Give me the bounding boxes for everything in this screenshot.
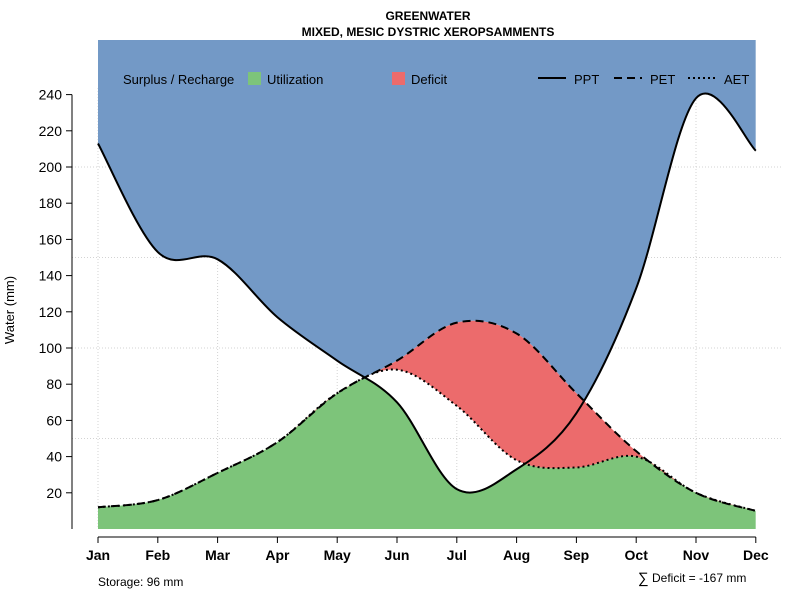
y-tick-label: 60 [46, 412, 62, 428]
legend-label-surplus: Surplus / Recharge [123, 72, 234, 87]
y-tick-label: 140 [39, 268, 63, 284]
x-tick-label-may: May [324, 547, 351, 563]
surplus-area [98, 40, 756, 493]
legend-label-aet: AET [724, 72, 749, 87]
x-tick-label-apr: Apr [265, 547, 290, 563]
y-tick-label: 80 [46, 376, 62, 392]
chart-title: GREENWATER [385, 9, 470, 23]
ppt-line [97, 92, 757, 494]
legend-swatch-deficit [392, 72, 405, 85]
legend-label-utilization: Utilization [267, 72, 323, 87]
legend-label-pet: PET [650, 72, 675, 87]
sum-icon: ∑ [638, 570, 649, 587]
pet-line [97, 319, 757, 512]
deficit-area [98, 320, 756, 511]
y-tick-label: 100 [39, 340, 63, 356]
chart-subtitle: MIXED, MESIC DYSTRIC XEROPSAMMENTS [302, 25, 555, 39]
y-tick-label: 220 [39, 123, 63, 139]
y-tick-label: 200 [39, 159, 63, 175]
y-tick-label: 160 [39, 231, 63, 247]
aet-line [97, 368, 757, 512]
x-tick-label-feb: Feb [145, 547, 170, 563]
legend-swatch-surplus [104, 72, 117, 85]
y-tick-label: 40 [46, 449, 62, 465]
x-axis: Jan Feb Mar Apr May Jun Jul Aug Sep Oct Nov Dec [86, 536, 769, 563]
x-tick-label-nov: Nov [683, 547, 710, 563]
storage-label: Storage: 96 mm [98, 575, 183, 589]
x-tick-label-mar: Mar [205, 547, 230, 563]
deficit-total-label: Deficit = -167 mm [652, 571, 746, 585]
x-tick-label-oct: Oct [625, 547, 649, 563]
y-tick-label: 20 [46, 485, 62, 501]
x-tick-label-dec: Dec [743, 547, 769, 563]
legend-label-deficit: Deficit [411, 72, 448, 87]
y-tick-label: 180 [39, 195, 63, 211]
x-tick-label-jun: Jun [385, 547, 410, 563]
y-axis: 20 40 60 80 100 120 140 160 180 200 220 240 [39, 87, 73, 529]
legend-label-ppt: PPT [574, 72, 599, 87]
y-tick-label: 240 [39, 87, 63, 103]
y-axis-label: Water (mm) [2, 276, 17, 344]
x-tick-label-jan: Jan [86, 547, 110, 563]
legend: Surplus / Recharge Utilization Deficit P… [104, 72, 749, 87]
x-tick-label-jul: Jul [447, 547, 467, 563]
legend-swatch-utilization [248, 72, 261, 85]
x-tick-label-sep: Sep [564, 547, 590, 563]
y-tick-label: 120 [39, 304, 63, 320]
x-tick-label-aug: Aug [503, 547, 530, 563]
